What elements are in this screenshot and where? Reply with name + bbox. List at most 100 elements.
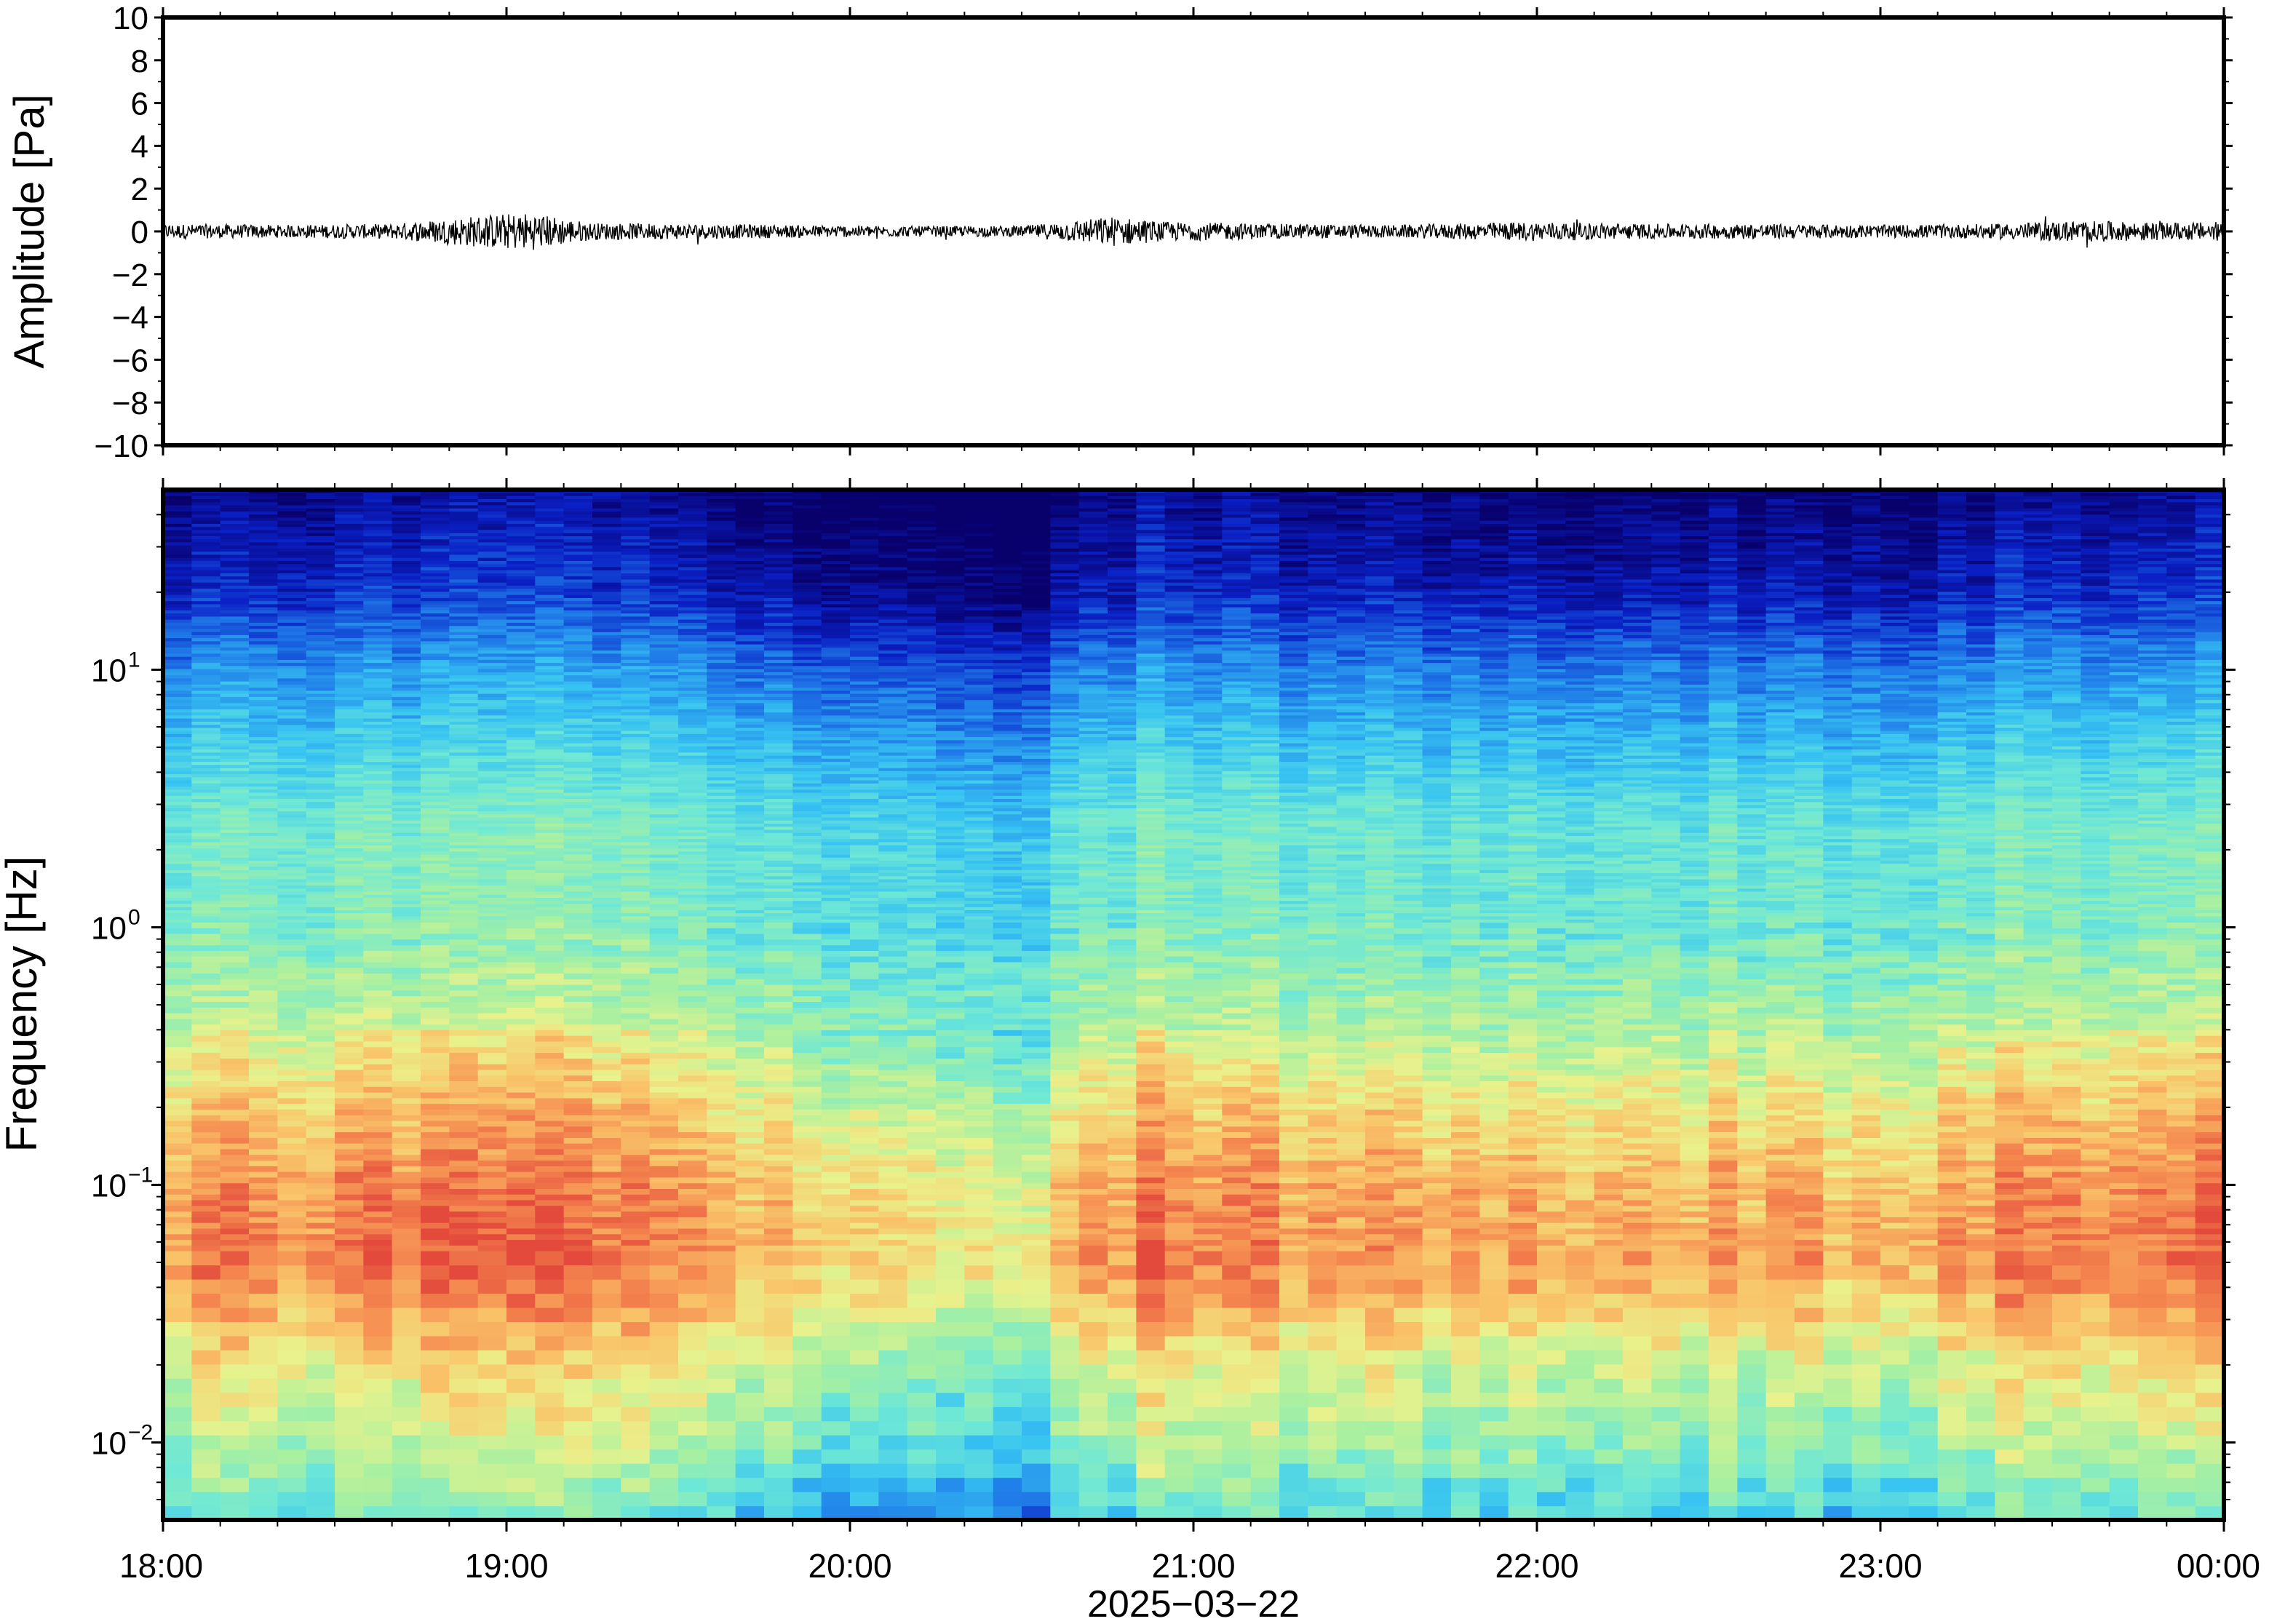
spectrogram-cell — [220, 990, 250, 997]
spectrogram-cell — [392, 578, 421, 583]
spectrogram-cell — [707, 634, 736, 639]
spectrogram-cell — [191, 1080, 221, 1087]
spectrogram-cell — [621, 591, 651, 595]
spectrogram-cell — [592, 869, 621, 873]
spectrogram-cell — [306, 1069, 335, 1076]
spectrogram-cell — [563, 857, 593, 861]
spectrogram-cell — [735, 585, 765, 589]
spectrogram-cell — [421, 742, 450, 747]
spectrogram-cell — [764, 560, 793, 565]
spectrogram-cell — [792, 1335, 822, 1350]
spectrogram-cell — [649, 907, 679, 910]
spectrogram-cell — [592, 650, 621, 654]
spectrogram-cell — [249, 693, 278, 697]
spectrogram-cell — [163, 721, 192, 725]
spectrogram-cell — [649, 816, 679, 821]
spectrogram-cell — [563, 1293, 593, 1308]
spectrogram-cell — [735, 1007, 765, 1014]
spectrogram-cell — [277, 492, 307, 496]
spectrogram-cell — [306, 674, 335, 679]
spectrogram-cell — [678, 1035, 707, 1042]
spectrogram-cell — [249, 529, 278, 533]
spectrogram-cell — [563, 585, 593, 589]
spectrogram-cell — [764, 690, 793, 694]
spectrogram-cell — [678, 1086, 707, 1093]
spectrogram-cell — [449, 594, 479, 598]
spectrogram-cell — [735, 662, 765, 666]
spectrogram-cell — [163, 594, 192, 598]
spectrogram-cell — [764, 900, 793, 904]
spectrogram-cell — [392, 872, 421, 877]
spectrogram-cell — [707, 1199, 736, 1206]
spectrogram-cell — [363, 594, 393, 598]
spectrogram-cell — [649, 684, 679, 688]
spectrogram-cell — [649, 909, 679, 914]
spectrogram-cell — [449, 897, 479, 901]
spectrogram-cell — [249, 915, 278, 920]
spectrogram-cell — [621, 816, 651, 821]
spectrogram-cell — [563, 634, 593, 639]
spectrogram-cell — [306, 1080, 335, 1087]
spectrogram-cell — [449, 501, 479, 506]
spectrogram-cell — [306, 632, 335, 635]
spectrogram-cell — [764, 1205, 793, 1212]
spectrogram-cell — [306, 613, 335, 617]
spectrogram-cell — [363, 653, 393, 657]
spectrogram-cell — [363, 1435, 393, 1450]
spectrogram-cell — [335, 1115, 364, 1121]
spectrogram-cell — [707, 628, 736, 632]
spectrogram-cell — [335, 1092, 364, 1099]
spectrogram-cell — [735, 789, 765, 793]
spectrogram-cell — [191, 1109, 221, 1115]
spectrogram-cell — [277, 548, 307, 552]
spectrogram-cell — [649, 1075, 679, 1082]
spectrogram-cell — [649, 591, 679, 595]
spectrogram-cell — [249, 851, 278, 855]
spectrogram-cell — [649, 1463, 679, 1478]
spectrogram-cell — [477, 783, 507, 787]
spectrogram-cell — [449, 699, 479, 704]
spectrogram-cell — [335, 823, 364, 827]
spectrogram-cell — [249, 554, 278, 558]
spectrogram-cell — [392, 776, 421, 781]
spectrogram-cell — [335, 1293, 364, 1308]
spectrogram-cell — [220, 523, 250, 528]
spectrogram-cell — [764, 1477, 793, 1492]
spectrogram-cell — [535, 517, 565, 521]
spectrogram-cell — [621, 594, 651, 598]
spectrogram-cell — [707, 860, 736, 864]
spectrogram-cell — [506, 1080, 536, 1087]
spectrogram-cell — [563, 967, 593, 974]
spectrogram-cell — [707, 1293, 736, 1308]
spectrogram-cell — [449, 1012, 479, 1019]
spectrogram-cell — [563, 693, 593, 697]
spectrogram-cell — [792, 961, 822, 968]
spectrogram-cell — [191, 995, 221, 1002]
spectrogram-cell — [392, 746, 421, 750]
spectrogram-cell — [392, 523, 421, 528]
spectrogram-cell — [678, 517, 707, 521]
spectrogram-cell — [363, 826, 393, 830]
spectrogram-cell — [335, 1143, 364, 1150]
spectrogram-cell — [277, 1103, 307, 1110]
spectrogram-cell — [477, 656, 507, 660]
spectrogram-cell — [449, 900, 479, 904]
spectrogram-cell — [163, 1293, 192, 1308]
spectrogram-cell — [592, 619, 621, 623]
spectrogram-cell — [191, 1143, 221, 1150]
spectrogram-cell — [535, 619, 565, 623]
spectrogram-cell — [678, 721, 707, 725]
spectrogram-cell — [220, 888, 250, 892]
spectrogram-cell — [335, 600, 364, 605]
spectrogram-cell — [764, 771, 793, 775]
spectrogram-cell — [477, 1109, 507, 1115]
spectrogram-cell — [220, 504, 250, 509]
spectrogram-cell — [707, 903, 736, 907]
spectrogram-cell — [191, 498, 221, 503]
spectrogram-cell — [649, 869, 679, 873]
spectrogram-cell — [163, 789, 192, 793]
spectrogram-cell — [392, 922, 421, 928]
spectrogram-cell — [392, 1211, 421, 1217]
spectrogram-cell — [392, 869, 421, 873]
spectrogram-cell — [449, 1177, 479, 1184]
